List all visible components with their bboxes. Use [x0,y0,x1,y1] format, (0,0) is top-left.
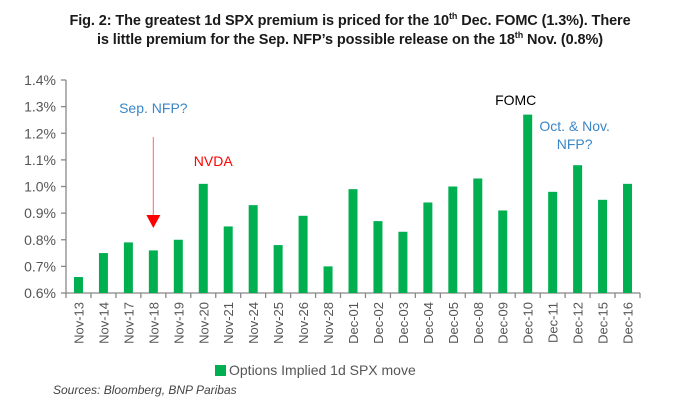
bar [448,186,458,293]
source-note: Sources: Bloomberg, BNP Paribas [53,383,237,397]
annotation-fomc: FOMC [495,92,536,108]
bar [623,183,633,293]
bar-series [73,114,633,293]
x-tick-label: Dec-05 [446,302,461,344]
y-tick-label: 0.8% [24,232,56,248]
bar [73,277,83,293]
x-tick-label: Dec-03 [396,302,411,344]
y-tick-label: 1.2% [24,125,56,141]
bar [573,165,583,293]
y-tick-label: 0.7% [24,258,56,274]
bar [498,210,508,293]
bar [223,226,233,293]
x-tick-label: Nov-24 [246,302,261,344]
annotation-nfp: NFP? [557,136,593,152]
x-tick-label: Nov-17 [121,302,136,344]
bar [123,242,133,293]
y-tick-label: 1.1% [24,152,56,168]
x-tick-label: Dec-04 [421,302,436,344]
annotations: Sep. NFP? NVDA FOMC Oct. & Nov. NFP? [119,92,610,228]
y-tick-label: 1.0% [24,179,56,195]
bar [398,231,408,293]
x-tick-label: Dec-11 [546,302,561,343]
x-tick-label: Nov-19 [171,302,186,344]
y-tick-label: 0.6% [24,285,56,301]
bar [523,114,533,293]
title-superscript: th [514,30,524,41]
title-line-1: Fig. 2: The greatest 1d SPX premium is p… [0,12,700,31]
x-tick-label: Dec-09 [496,302,511,344]
x-tick-label: Dec-01 [346,302,361,344]
annotation-oct-nov: Oct. & Nov. [539,118,610,134]
x-tick-label: Nov-14 [96,302,111,344]
arrow-down-icon [146,215,161,228]
x-tick-label: Nov-28 [321,302,336,344]
x-tick-label: Nov-26 [296,302,311,344]
title-text: Fig. 2: The greatest 1d SPX premium is p… [69,13,449,29]
bar [98,253,108,293]
legend-swatch-icon [215,364,226,376]
x-tick-label: Nov-13 [71,302,86,344]
chart-title: Fig. 2: The greatest 1d SPX premium is p… [0,12,700,50]
title-text: is little premium for the Sep. NFP’s pos… [96,32,515,48]
annotation-sep-nfp: Sep. NFP? [119,100,188,116]
bar [373,221,383,293]
x-tick-label: Dec-16 [621,302,636,344]
x-tick-label: Dec-02 [371,302,386,344]
x-tick-label: Dec-10 [521,302,536,344]
bar [198,183,208,293]
title-text: Dec. FOMC (1.3%). There [457,13,631,29]
legend-label: Options Implied 1d SPX move [229,362,416,378]
title-line-2: is little premium for the Sep. NFP’s pos… [0,31,700,50]
x-tick-label: Dec-08 [471,302,486,344]
x-tick-label: Nov-21 [221,302,236,344]
y-tick-label: 0.9% [24,205,56,221]
bar [323,266,333,293]
y-axis: 0.6% 0.7% 0.8% 0.9% 1.0% 1.1% 1.2% 1.3% 1.4% [24,72,67,301]
x-tick-label: Dec-12 [571,302,586,344]
y-tick-label: 1.4% [24,72,56,88]
legend: Options Implied 1d SPX move [215,362,416,378]
x-axis: Nov-13 Nov-14 Nov-17 Nov-18 Nov-19 Nov-20 Nov-… [65,292,641,344]
y-tick-label: 1.3% [24,99,56,115]
bar [298,215,308,293]
bar [598,199,608,293]
x-tick-label: Nov-25 [271,302,286,344]
x-tick-label: Dec-15 [596,302,611,344]
bar [423,202,433,293]
annotation-nvda: NVDA [194,153,234,169]
bar [473,178,483,293]
title-superscript: th [449,11,458,22]
bar [173,239,183,293]
title-text: Nov. (0.8%) [523,32,604,48]
bar [273,245,283,293]
x-tick-label: Nov-18 [146,302,161,344]
bar [248,205,258,293]
bar [148,250,158,293]
bar [348,189,358,293]
bar [548,191,558,293]
x-tick-label: Nov-20 [196,302,211,344]
